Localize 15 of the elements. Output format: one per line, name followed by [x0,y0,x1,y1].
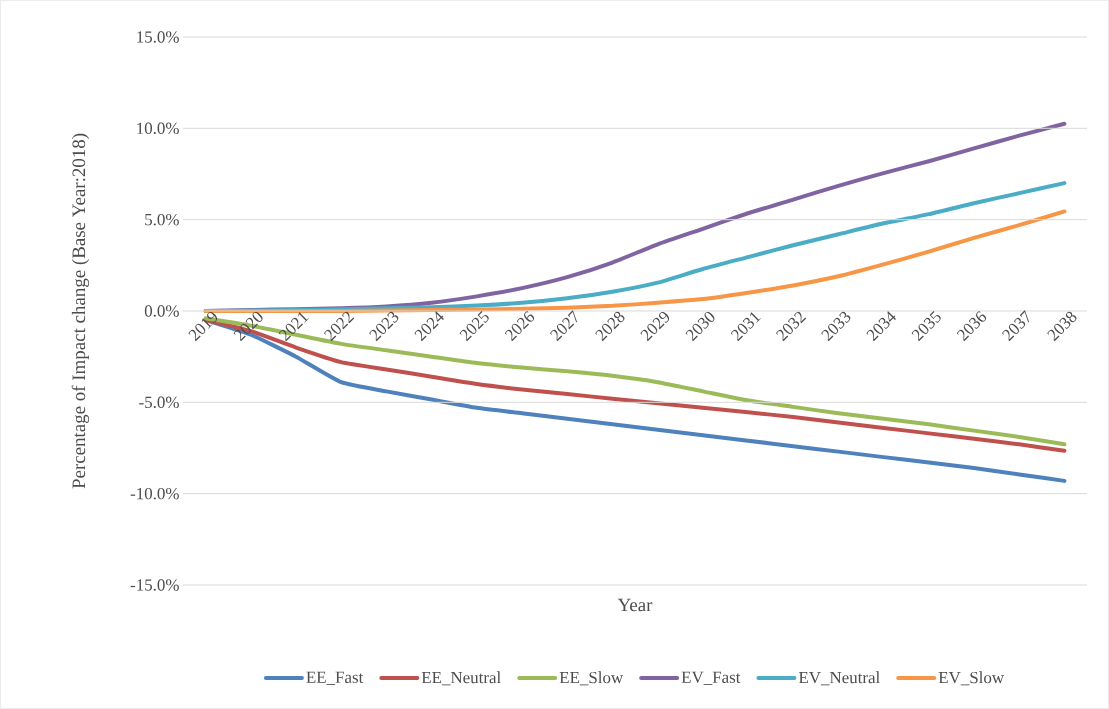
y-tick-label: 15.0% [137,31,179,43]
legend-label: EV_Fast [681,671,741,685]
y-tick-label: -15.0% [130,579,179,591]
y-tick-label: -10.0% [130,487,179,500]
legend-label: EV_Slow [938,671,1005,686]
y-tick-label: -5.0% [139,396,179,409]
y-tick-label: 10.0% [137,122,179,135]
y-tick-label: 0.0% [144,305,179,317]
y-axis-title: Percentage of Impact change (Base Year:2018) [71,133,90,489]
y-tick-label: 5.0% [145,213,179,226]
legend-label: EV_Neutral [798,671,880,686]
legend-label: EE_Slow [559,671,624,686]
legend-label: EE_Fast [306,671,364,685]
legend-label: EE_Neutral [421,671,501,686]
x-axis-title: Year [617,598,653,612]
